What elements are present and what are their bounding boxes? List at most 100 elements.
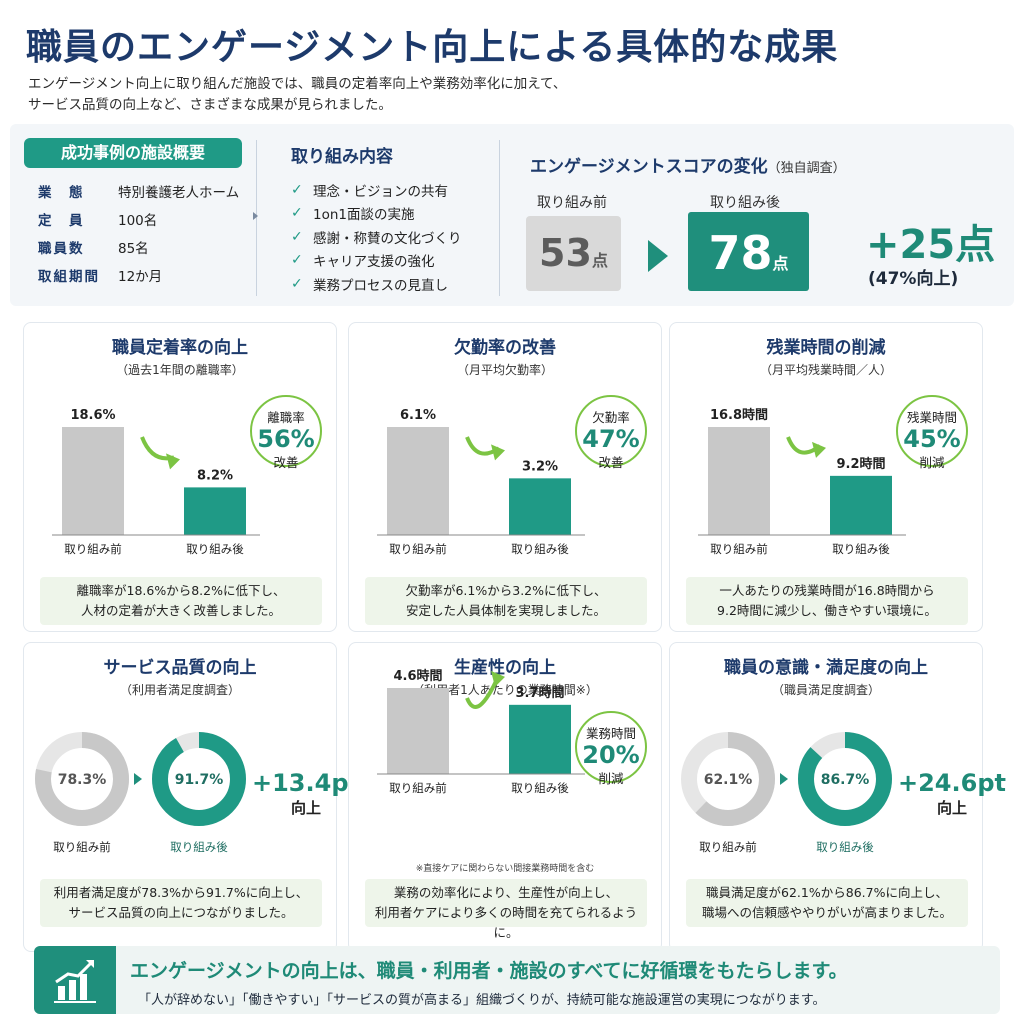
intro-line: サービス品質の向上など、さまざまな成果が見られました。 bbox=[28, 97, 392, 113]
check-icon: ✓ bbox=[291, 205, 303, 222]
donut-value-label: 86.7% bbox=[821, 772, 870, 788]
badge-value: 56% bbox=[257, 425, 315, 453]
card-note-line: 利用者ケアにより多くの時間を充てられるように。 bbox=[374, 905, 638, 940]
card-note: 業務の効率化により、生産性が向上し、 利用者ケアにより多くの時間を充てられるように… bbox=[365, 879, 647, 940]
improvement-badge: 業務時間 20% 削減 bbox=[575, 711, 647, 786]
list-item: ✓ 感謝・称賛の文化づくり bbox=[291, 225, 462, 249]
card-subtitle: （月平均欠勤率） bbox=[456, 363, 553, 377]
gain-suffix: 向上 bbox=[290, 799, 321, 817]
score-before-box: 53点 bbox=[526, 216, 621, 291]
bar bbox=[509, 704, 571, 774]
facility-overview-table: 業 態 特別養護老人ホーム 定 員 100名 職員数 85名 取組期間 12か月 bbox=[38, 184, 258, 296]
card-chart: 6.1% 取り組み前 3.2% 取り組み後 bbox=[377, 408, 585, 556]
donut-value-label: 78.3% bbox=[58, 772, 107, 788]
badge-suffix: 改善 bbox=[598, 455, 624, 470]
donut-value-label: 91.7% bbox=[175, 772, 224, 788]
bar bbox=[184, 487, 246, 535]
divider bbox=[499, 140, 500, 296]
intro-line: エンゲージメント向上に取り組んだ施設では、職員の定着率向上や業務効率化に加えて、 bbox=[28, 76, 567, 92]
bar bbox=[62, 427, 124, 535]
score-unit: 点 bbox=[772, 254, 789, 273]
check-icon: ✓ bbox=[291, 275, 303, 292]
facility-key: 業 態 bbox=[38, 185, 85, 201]
bar-value-label: 6.1% bbox=[400, 408, 436, 423]
bar bbox=[708, 427, 770, 535]
badge-label: 残業時間 bbox=[906, 410, 957, 425]
badge-label: 欠勤率 bbox=[592, 410, 630, 425]
check-icon: ✓ bbox=[291, 252, 303, 269]
category-label: 取り組み前 bbox=[699, 840, 757, 854]
badge-label: 業務時間 bbox=[585, 726, 636, 741]
score-after-box: 78点 bbox=[688, 212, 809, 291]
action-label: 感謝・称賛の文化づくり bbox=[313, 230, 462, 247]
category-label: 取り組み前 bbox=[389, 781, 447, 795]
card-title: 欠勤率の改善 bbox=[454, 338, 556, 358]
card-title: 職員の意識・満足度の向上 bbox=[724, 658, 928, 678]
score-title-text: エンゲージメントスコアの変化 bbox=[530, 157, 768, 177]
category-label: 取り組み後 bbox=[816, 840, 874, 854]
card-note-line: 欠勤率が6.1%から3.2%に低下し、 bbox=[405, 583, 607, 598]
badge-suffix: 削減 bbox=[598, 771, 624, 786]
facility-value: 100名 bbox=[118, 213, 158, 229]
card-title: 職員定着率の向上 bbox=[112, 338, 248, 358]
facility-key: 定 員 bbox=[38, 213, 85, 229]
badge-label: 離職率 bbox=[267, 410, 305, 425]
check-icon: ✓ bbox=[291, 181, 303, 198]
bar bbox=[387, 427, 449, 535]
category-label: 取り組み後 bbox=[511, 781, 569, 795]
bar-value-label: 4.6時間 bbox=[393, 668, 442, 684]
donut-slice bbox=[681, 732, 775, 826]
arrow-right-icon bbox=[780, 773, 788, 785]
improvement-badge: 欠勤率 47% 改善 bbox=[575, 395, 647, 470]
card-note: 利用者満足度が78.3%から91.7%に向上し、 サービス品質の向上につながりまし… bbox=[40, 879, 322, 927]
card-note-line: 一人あたりの残業時間が16.8時間から bbox=[719, 583, 935, 598]
bar bbox=[509, 478, 571, 535]
actions-title: 取り組み内容 bbox=[291, 147, 393, 167]
facility-key: 職員数 bbox=[38, 241, 85, 257]
donut-value-label: 62.1% bbox=[704, 772, 753, 788]
category-label: 取り組み前 bbox=[710, 542, 768, 556]
bar-value-label: 3.2% bbox=[522, 459, 558, 474]
card-subtitle: （利用者満足度調査） bbox=[119, 683, 240, 697]
bar-value-label: 18.6% bbox=[70, 408, 115, 423]
facility-row: 業 態 特別養護老人ホーム bbox=[38, 184, 258, 212]
facility-row: 定 員 100名 bbox=[38, 212, 258, 240]
card-note: 一人あたりの残業時間が16.8時間から 9.2時間に減少し、働きやすい環境に。 bbox=[686, 577, 968, 625]
badge-value: 47% bbox=[582, 425, 640, 453]
badge-value: 45% bbox=[903, 425, 961, 453]
card-note: 職員満足度が62.1%から86.7%に向上し、 職場への信頼感ややりがいが高まりま… bbox=[686, 879, 968, 927]
action-label: 理念・ビジョンの共有 bbox=[313, 183, 448, 200]
summary-banner bbox=[34, 946, 1000, 1014]
list-item: ✓ 理念・ビジョンの共有 bbox=[291, 178, 462, 202]
card-note: 離職率が18.6%から8.2%に低下し、 人材の定着が大きく改善しました。 bbox=[40, 577, 322, 625]
category-label: 取り組み後 bbox=[186, 542, 244, 556]
actions-list: ✓ 理念・ビジョンの共有 ✓ 1on1面談の実施 ✓ 感謝・称賛の文化づくり ✓ キャリ… bbox=[291, 178, 462, 296]
action-label: キャリア支援の強化 bbox=[313, 254, 435, 271]
result-card: 欠勤率の改善 （月平均欠勤率） 6.1% 取り組み前 3.2% 取り組み後 欠勤率 47% 改善… bbox=[348, 322, 662, 632]
category-label: 取り組み後 bbox=[170, 840, 228, 854]
gain-indicator: +13.4pt 向上 bbox=[252, 769, 360, 818]
check-icon: ✓ bbox=[291, 228, 303, 245]
trend-arrow-head bbox=[491, 444, 505, 461]
bar-value-label: 16.8時間 bbox=[710, 407, 768, 423]
card-title: 生産性の向上 bbox=[454, 658, 556, 678]
card-note-line: 職場への信頼感ややりがいが高まりました。 bbox=[701, 905, 952, 920]
card-title: 残業時間の削減 bbox=[766, 338, 886, 358]
bar-value-label: 8.2% bbox=[197, 468, 233, 483]
card-note-line: 職員満足度が62.1%から86.7%に向上し、 bbox=[706, 885, 948, 900]
page-title: 職員のエンゲージメント向上による具体的な成果 bbox=[26, 27, 839, 68]
card-subtitle: （過去1年間の離職率） bbox=[116, 363, 244, 377]
card-note-line: サービス品質の向上につながりました。 bbox=[68, 905, 294, 920]
facility-overview-title: 成功事例の施設概要 bbox=[24, 138, 242, 168]
badge-value: 20% bbox=[582, 741, 640, 769]
gain-value: +13.4pt bbox=[252, 769, 360, 797]
score-gain-sub: (47%向上) bbox=[868, 269, 959, 289]
chevron-right-icon bbox=[253, 212, 258, 220]
action-label: 1on1面談の実施 bbox=[313, 207, 415, 224]
badge-suffix: 改善 bbox=[273, 455, 299, 470]
result-card: 職員定着率の向上 （過去1年間の離職率） 18.6% 取り組み前 8.2% 取り組み後 離職… bbox=[23, 322, 337, 632]
score-subtitle: （独自調査） bbox=[767, 161, 846, 176]
category-label: 取り組み後 bbox=[832, 542, 890, 556]
donut-slice bbox=[152, 732, 246, 826]
